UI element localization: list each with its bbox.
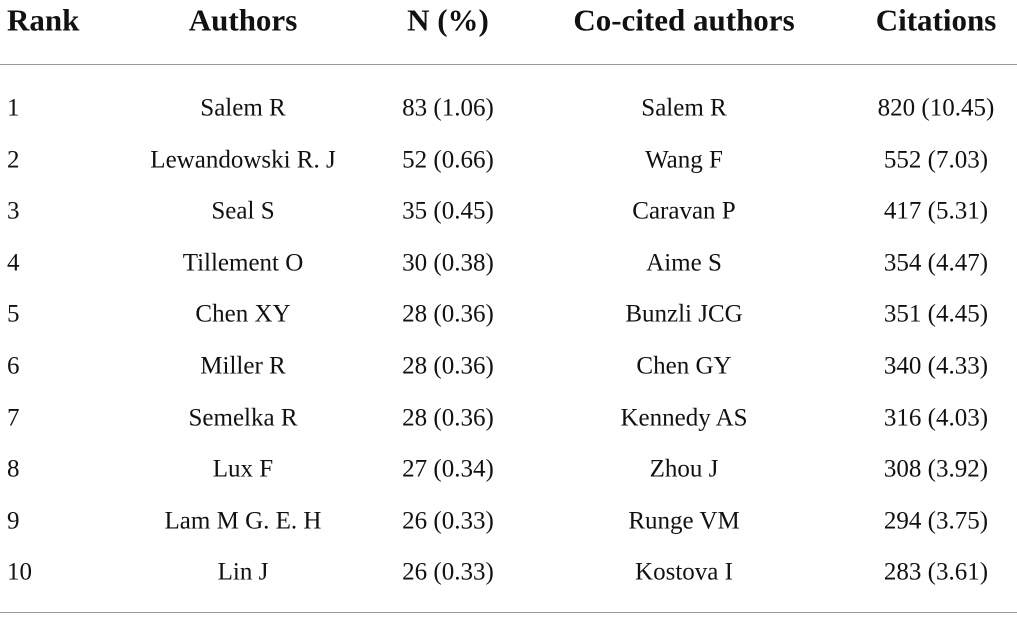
co-cited-author-cell: Caravan P	[632, 197, 736, 225]
citations-cell: 354 (4.47)	[883, 249, 989, 277]
co-cited-author-cell: Aime S	[646, 249, 722, 277]
author-cell: Tillement O	[182, 249, 304, 277]
author-cell: Semelka R	[188, 404, 298, 432]
citations-cell: 820 (10.45)	[877, 94, 995, 122]
co-cited-author-cell: Chen GY	[636, 352, 732, 380]
co-cited-author-cell: Salem R	[641, 94, 727, 122]
rank-cell: 9	[7, 507, 20, 535]
rank-cell: 4	[7, 249, 20, 277]
citations-cell: 552 (7.03)	[883, 146, 989, 174]
bottom-rule	[0, 612, 1017, 613]
rank-cell: 1	[7, 94, 20, 122]
citations-cell: 316 (4.03)	[883, 404, 989, 432]
rank-cell: 8	[7, 455, 20, 483]
citations-cell: 283 (3.61)	[883, 558, 989, 586]
co-cited-author-cell: Bunzli JCG	[625, 300, 743, 328]
author-cell: Salem R	[200, 94, 286, 122]
co-cited-author-cell: Kostova I	[635, 558, 733, 586]
n-percent-cell: 28 (0.36)	[402, 404, 494, 432]
rank-cell: 7	[7, 404, 20, 432]
co-cited-author-cell: Wang F	[645, 146, 723, 174]
rank-cell: 10	[7, 558, 32, 586]
co-cited-author-cell: Zhou J	[649, 455, 719, 483]
n-percent-cell: 28 (0.36)	[402, 300, 494, 328]
column-header: N (%)	[407, 2, 489, 38]
n-percent-cell: 27 (0.34)	[402, 455, 494, 483]
header-rule	[0, 64, 1017, 65]
citations-cell: 294 (3.75)	[883, 507, 989, 535]
column-header: Rank	[7, 2, 80, 38]
author-cell: Miller R	[200, 352, 286, 380]
author-cell: Lam M G. E. H	[164, 507, 322, 535]
citations-cell: 351 (4.45)	[883, 300, 989, 328]
n-percent-cell: 30 (0.38)	[402, 249, 494, 277]
n-percent-cell: 26 (0.33)	[402, 558, 494, 586]
author-cell: Seal S	[211, 197, 275, 225]
rank-cell: 2	[7, 146, 20, 174]
column-header: Co-cited authors	[573, 2, 795, 38]
n-percent-cell: 52 (0.66)	[402, 146, 494, 174]
column-header: Authors	[188, 2, 298, 38]
co-cited-author-cell: Kennedy AS	[620, 404, 748, 432]
author-cell: Chen XY	[195, 300, 291, 328]
author-cell: Lewandowski R. J	[150, 146, 336, 174]
n-percent-cell: 26 (0.33)	[402, 507, 494, 535]
rank-cell: 5	[7, 300, 20, 328]
n-percent-cell: 28 (0.36)	[402, 352, 494, 380]
rank-cell: 3	[7, 197, 20, 225]
citations-cell: 308 (3.92)	[883, 455, 989, 483]
rank-cell: 6	[7, 352, 20, 380]
citations-cell: 340 (4.33)	[883, 352, 989, 380]
co-cited-author-cell: Runge VM	[628, 507, 740, 535]
citations-cell: 417 (5.31)	[883, 197, 989, 225]
author-cell: Lux F	[212, 455, 274, 483]
n-percent-cell: 35 (0.45)	[402, 197, 494, 225]
column-header: Citations	[875, 2, 997, 38]
author-cell: Lin J	[217, 558, 269, 586]
n-percent-cell: 83 (1.06)	[402, 94, 494, 122]
